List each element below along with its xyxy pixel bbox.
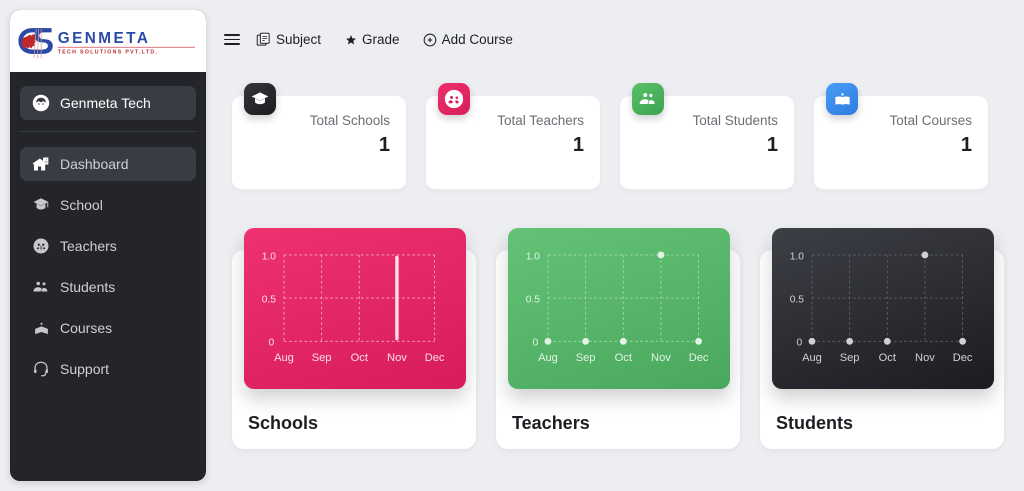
svg-text:1.0: 1.0 <box>526 251 541 262</box>
svg-text:Aug: Aug <box>274 352 294 364</box>
svg-text:0.5: 0.5 <box>262 294 277 305</box>
svg-text:Dec: Dec <box>689 352 709 364</box>
svg-text:Oct: Oct <box>351 352 369 364</box>
svg-text:Nov: Nov <box>387 352 407 364</box>
svg-text:Dec: Dec <box>425 352 445 364</box>
svg-text:Sep: Sep <box>312 352 332 364</box>
svg-text:TECH SOLUTIONS PVT.LTD.: TECH SOLUTIONS PVT.LTD. <box>58 49 159 55</box>
svg-text:1.0: 1.0 <box>790 251 805 262</box>
svg-text:1.0: 1.0 <box>262 251 277 262</box>
svg-text:Sep: Sep <box>576 352 596 364</box>
svg-text:Aug: Aug <box>538 352 558 364</box>
svg-text:0: 0 <box>533 338 539 349</box>
svg-text:Aug: Aug <box>802 352 822 364</box>
svg-text:GENMETA: GENMETA <box>58 30 151 47</box>
svg-text:Oct: Oct <box>615 352 633 364</box>
svg-text:0.5: 0.5 <box>790 294 805 305</box>
svg-text:Dec: Dec <box>953 352 973 364</box>
svg-text:Sep: Sep <box>840 352 860 364</box>
svg-text:Oct: Oct <box>879 352 897 364</box>
svg-text:Nov: Nov <box>915 352 935 364</box>
svg-text:0.5: 0.5 <box>526 294 541 305</box>
svg-text:0: 0 <box>269 338 275 349</box>
svg-text:Nov: Nov <box>651 352 671 364</box>
svg-text:0: 0 <box>797 338 803 349</box>
